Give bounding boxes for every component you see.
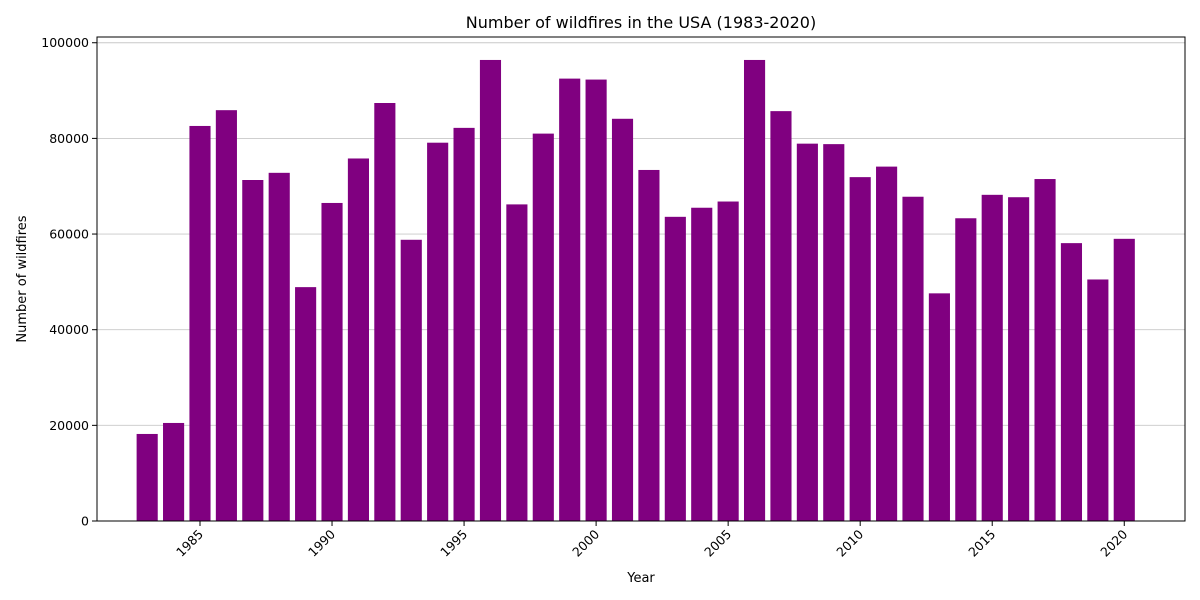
y-tick-label: 40000 — [49, 322, 89, 337]
bar-1989 — [295, 287, 317, 521]
x-tick-label: 2005 — [701, 527, 734, 560]
y-tick-label: 100000 — [41, 35, 89, 50]
x-axis-label: Year — [626, 571, 655, 586]
y-tick-label: 60000 — [49, 227, 89, 242]
bar-1987 — [242, 180, 264, 521]
x-tick-label: 2020 — [1097, 526, 1130, 559]
bar-2014 — [955, 218, 977, 521]
bar-2012 — [902, 196, 924, 521]
bar-2007 — [770, 111, 792, 521]
bar-1998 — [532, 133, 554, 521]
bar-2005 — [717, 201, 739, 522]
bar-1990 — [321, 202, 343, 521]
x-tick-label: 2000 — [569, 526, 602, 559]
y-tick-label: 20000 — [49, 418, 89, 433]
plot-frame — [96, 36, 1186, 522]
bar-2019 — [1087, 279, 1109, 521]
bar-1984 — [163, 422, 185, 521]
x-ticks: 1985 1990 1995 2000 2005 2010 2015 2020 — [173, 521, 1130, 560]
x-tick-label: 1985 — [173, 527, 206, 560]
bar-2013 — [928, 293, 950, 521]
bar-1991 — [347, 158, 369, 521]
bar-2003 — [664, 216, 686, 521]
x-tick-label: 1990 — [305, 526, 338, 559]
bar-1988 — [268, 172, 290, 521]
bar-1992 — [374, 103, 396, 521]
y-ticks: 0 20000 40000 60000 80000 100000 — [41, 35, 97, 529]
x-tick-label: 2015 — [965, 527, 998, 560]
bar-1997 — [506, 204, 528, 522]
x-tick-label: 1995 — [437, 527, 470, 560]
bar-2008 — [796, 143, 818, 522]
bar-2020 — [1113, 238, 1135, 521]
bar-2004 — [691, 207, 713, 521]
bar-1983 — [136, 433, 158, 521]
bar-2001 — [611, 118, 634, 522]
bar-2009 — [823, 144, 845, 521]
bar-1996 — [479, 59, 502, 522]
y-tick-label: 0 — [81, 514, 89, 529]
bar-1993 — [400, 239, 422, 522]
bar-2000 — [585, 79, 607, 521]
bar-2006 — [743, 59, 766, 522]
axes — [96, 36, 1186, 522]
bar-2010 — [849, 177, 871, 521]
bar-2017 — [1034, 179, 1056, 522]
bar-2018 — [1060, 243, 1083, 521]
bar-2015 — [981, 194, 1003, 521]
bar-2016 — [1008, 197, 1030, 521]
bar-2002 — [638, 169, 660, 521]
bar-1986 — [215, 110, 237, 521]
y-tick-label: 80000 — [49, 131, 89, 146]
bars — [136, 59, 1135, 522]
x-tick-label: 2010 — [833, 526, 866, 559]
bar-1999 — [559, 78, 581, 521]
chart-title: Number of wildfires in the USA (1983-202… — [466, 13, 816, 32]
y-axis-label: Number of wildfires — [15, 215, 30, 342]
bar-2011 — [876, 166, 898, 521]
bar-1994 — [427, 142, 449, 521]
bar-1995 — [453, 127, 475, 521]
bar-1985 — [189, 125, 211, 522]
